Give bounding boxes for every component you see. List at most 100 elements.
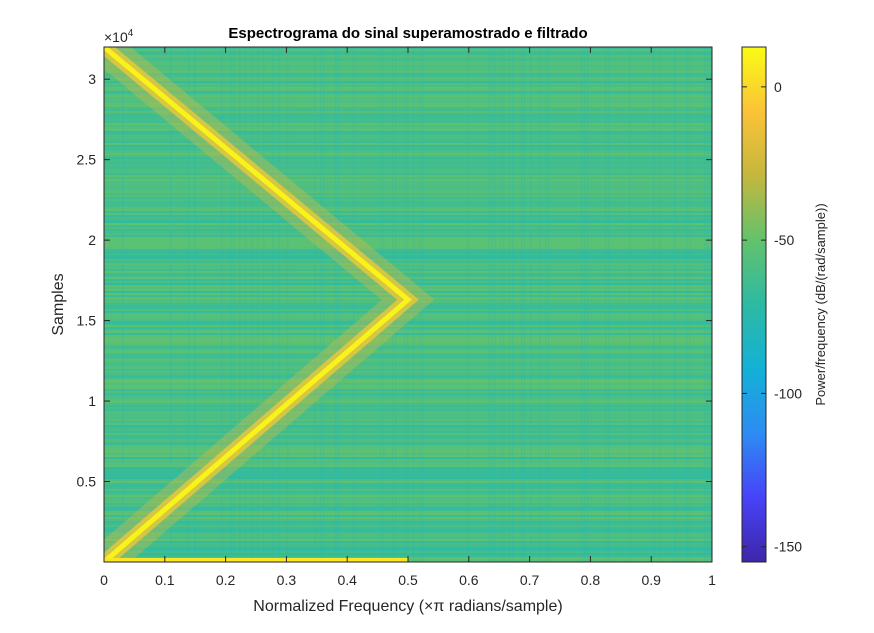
colorbar-gradient [741,46,767,563]
spectrogram-column [272,47,274,562]
spectrogram-rows [104,47,712,562]
spectrogram-row [104,53,712,55]
spectrogram-row [104,179,712,181]
spectrogram-row [104,171,712,173]
colorbar-tick-label: -100 [774,385,802,401]
spectrogram-row [104,379,712,381]
spectrogram-column [338,47,340,562]
spectrogram-row [104,147,712,149]
spectrogram-row [104,239,712,241]
spectrogram-row [104,507,712,509]
x-axis-label: Normalized Frequency (×π radians/sample) [253,598,562,615]
spectrogram-row [104,63,712,65]
x-tick-label: 0.8 [581,572,601,588]
spectrogram-row [104,505,712,507]
spectrogram-row [104,469,712,471]
spectrogram-row [104,335,712,337]
spectrogram-row [104,165,712,167]
spectrogram-row [104,57,712,59]
spectrogram-row [104,343,712,345]
spectrogram-row [104,187,712,189]
spectrogram-plot-area [103,46,713,563]
spectrogram-column [245,47,247,562]
spectrogram-row [104,539,712,541]
spectrogram-row [104,309,712,311]
spectrogram-row [104,227,712,229]
spectrogram-row [104,123,712,125]
spectrogram-row [104,499,712,501]
spectrogram-row [104,65,712,67]
spectrogram-row [104,201,712,203]
spectrogram-column [707,47,709,562]
spectrogram-column [686,47,688,562]
spectrogram-row [104,67,712,69]
spectrogram-row [104,157,712,159]
spectrogram-row [104,223,712,225]
spectrogram-row [104,415,712,417]
spectrogram-row [104,175,712,177]
spectrogram-column [380,47,382,562]
spectrogram-column [605,47,607,562]
spectrogram-column [413,47,415,562]
spectrogram-row [104,151,712,153]
spectrogram-row [104,541,712,543]
spectrogram-column [653,47,655,562]
spectrogram-row [104,531,712,533]
spectrogram-row [104,521,712,523]
spectrogram-row [104,537,712,539]
spectrogram-row [104,489,712,491]
spectrogram-row [104,451,712,453]
spectrogram-row [104,281,712,283]
spectrogram-row [104,137,712,139]
spectrogram-row [104,197,712,199]
spectrogram-row [104,419,712,421]
spectrogram-row [104,205,712,207]
spectrogram-row [104,369,712,371]
spectrogram-row [104,135,712,137]
spectrogram-row [104,477,712,479]
spectrogram-column [419,47,421,562]
spectrogram-row [104,89,712,91]
spectrogram-row [104,159,712,161]
spectrogram-column [383,47,385,562]
spectrogram-row [104,87,712,89]
spectrogram-row [104,209,712,211]
spectrogram-row [104,103,712,105]
spectrogram-row [104,359,712,361]
spectrogram-row [104,391,712,393]
spectrogram-row [104,367,712,369]
spectrogram-row [104,99,712,101]
spectrogram-column [704,47,706,562]
spectrogram-row [104,81,712,83]
spectrogram-row [104,283,712,285]
x-tick-label: 0.7 [520,572,540,588]
spectrogram-row [104,225,712,227]
spectrogram-row [104,513,712,515]
spectrogram-row [104,185,712,187]
spectrogram-row [104,353,712,355]
spectrogram-row [104,461,712,463]
spectrogram-row [104,321,712,323]
spectrogram-row [104,59,712,61]
spectrogram-row [104,457,712,459]
spectrogram-column [539,47,541,562]
spectrogram-row [104,413,712,415]
spectrogram-row [104,411,712,413]
spectrogram-row [104,333,712,335]
spectrogram-column [491,47,493,562]
x-tick-label: 0.2 [216,572,236,588]
spectrogram-row [104,195,712,197]
spectrogram-row [104,401,712,403]
spectrogram-column [353,47,355,562]
spectrogram-row [104,509,712,511]
spectrogram-column [230,47,232,562]
x-tick-label: 0.4 [337,572,357,588]
spectrogram-row [104,449,712,451]
x-axis-label-times-pi: ×π [424,598,444,615]
y-tick-label: 2.5 [77,152,97,168]
spectrogram-row [104,383,712,385]
spectrogram-row [104,271,712,273]
spectrogram-column [257,47,259,562]
spectrogram-row [104,235,712,237]
spectrogram-column [710,47,712,562]
